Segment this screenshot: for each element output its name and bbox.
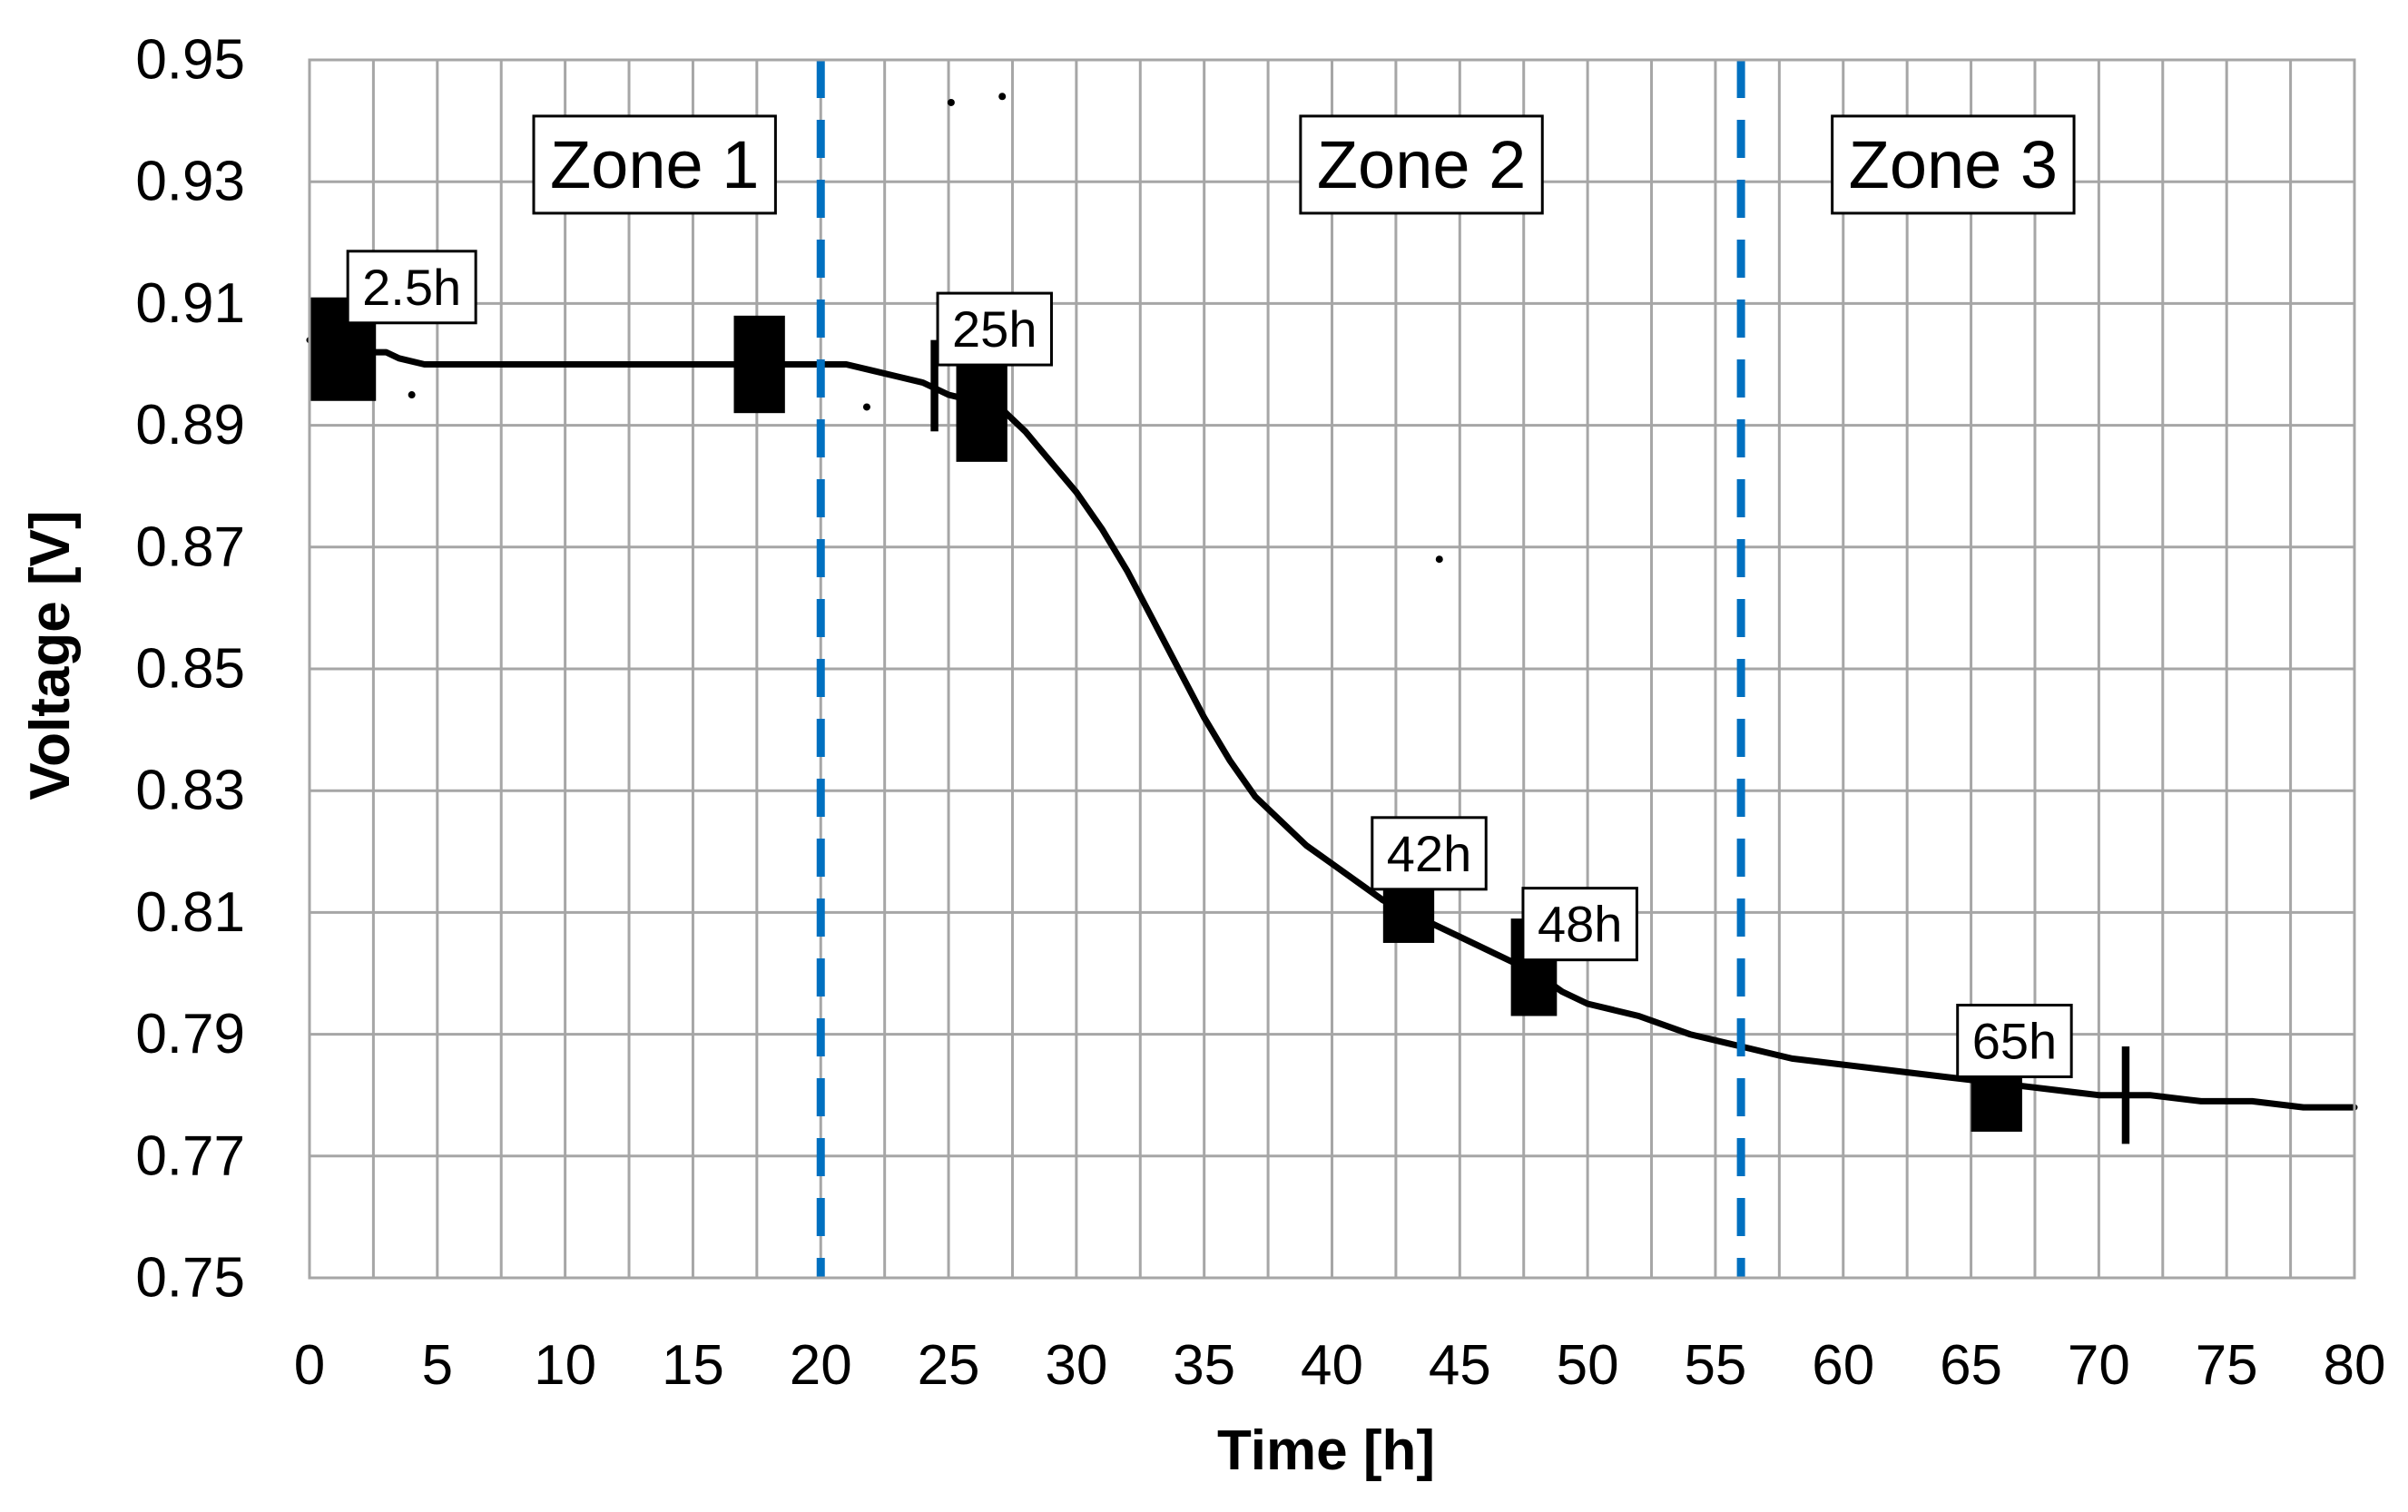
time-annotation-25h: 25h [936,291,1053,367]
zone-dividers [816,60,1745,1278]
x-tick-label: 40 [1301,1334,1363,1397]
zone-label-1-text: Zone 1 [550,127,759,202]
outlier-point [998,93,1007,101]
time-annotation-42h: 42h [1371,816,1488,891]
zone-label-3: Zone 3 [1831,114,2076,215]
x-tick-label: 0 [294,1334,325,1397]
outlier-point [1435,555,1443,564]
time-annotation-48h-text: 48h [1538,896,1622,953]
zone-label-2-text: Zone 2 [1317,127,1526,202]
time-annotation-65h: 65h [1956,1003,2073,1078]
outlier-point [947,98,955,106]
y-tick-label: 0.83 [135,760,245,822]
y-tick-label: 0.93 [135,151,245,213]
x-tick-label: 30 [1045,1334,1107,1397]
time-annotation-42h-text: 42h [1387,825,1471,882]
plot-frame [308,58,2356,1280]
zone-label-3-box [1831,114,2076,215]
x-axis-label: Time [h] [1217,1419,1435,1482]
time-annotation-65h-box [1956,1003,2073,1078]
zone-label-1: Zone 1 [532,114,777,215]
y-tick-label: 0.77 [135,1124,245,1187]
time-annotation-42h-box [1371,816,1488,891]
y-tick-label: 0.75 [135,1247,245,1310]
y-tick-label: 0.89 [135,394,245,457]
x-tick-label: 65 [1940,1334,2002,1397]
time-annotation-2_5h-box [346,250,477,325]
x-tick-label: 80 [2324,1334,2386,1397]
axes: 0 5 10 15 20 25 30 35 40 45 50 55 60 65 70 75 80 0.95 0.93… [135,29,2385,1398]
x-tick-label: 50 [1557,1334,1619,1397]
y-tick-label: 0.87 [135,515,245,578]
time-annotation-65h-text: 65h [1972,1012,2057,1069]
x-tick-label: 15 [662,1334,724,1397]
time-annotation-2_5h: 2.5h [346,250,477,325]
zone-label-1-box [532,114,777,215]
time-annotation-2_5h-text: 2.5h [362,259,461,316]
zone-label-2-box [1299,114,1544,215]
zone-label-3-text: Zone 3 [1849,127,2058,202]
x-tick-label: 70 [2068,1334,2130,1397]
y-tick-label: 0.91 [135,272,245,335]
y-tick-label: 0.81 [135,881,245,944]
data-series [306,93,2358,1144]
x-tick-label: 20 [790,1334,852,1397]
x-tick-label: 35 [1173,1334,1235,1397]
x-tick-label: 55 [1684,1334,1746,1397]
y-tick-label: 0.85 [135,638,245,701]
time-annotation-25h-box [936,291,1053,367]
outlier-point [862,403,870,411]
y-tick-label: 0.95 [135,29,245,92]
time-annotation-48h-box [1521,887,1638,962]
x-tick-label: 45 [1429,1334,1491,1397]
y-tick-label: 0.79 [135,1003,245,1065]
x-tick-label: 75 [2196,1334,2258,1397]
x-tick-label: 10 [534,1334,596,1397]
outlier-point [408,391,416,399]
x-tick-label: 25 [918,1334,980,1397]
x-tick-label: 60 [1812,1334,1874,1397]
series-line-voltage [306,330,2358,1111]
time-annotation-48h: 48h [1521,887,1638,962]
time-annotation-25h-text: 25h [952,300,1037,358]
y-axis-label: Voltage [V] [19,510,82,800]
x-tick-label: 5 [422,1334,453,1397]
zone-label-2: Zone 2 [1299,114,1544,215]
annotation-labels: Zone 1 Zone 2 Zone 3 2.5h 25h 42h 48h 65h [346,114,2076,1078]
